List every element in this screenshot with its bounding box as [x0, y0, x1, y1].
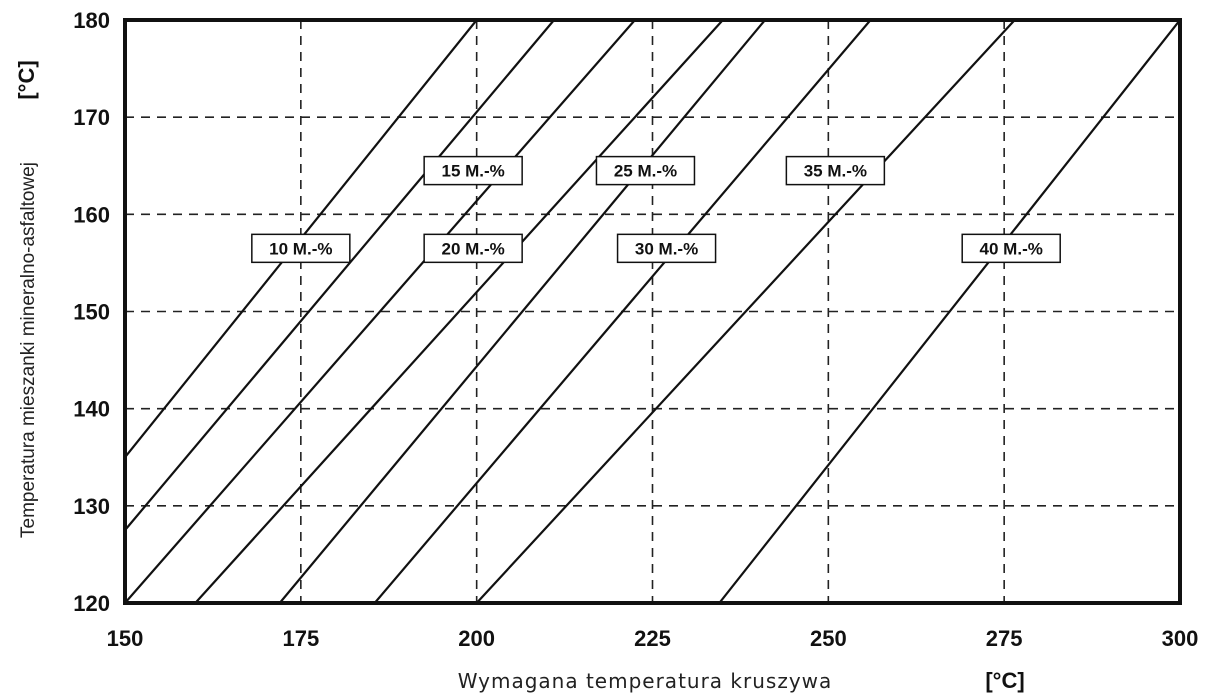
- series-label-text: 40 M.-%: [980, 239, 1043, 258]
- series-label-1: 15 M.-%: [423, 155, 523, 186]
- series-line-4: [278, 20, 766, 603]
- y-tick-labels: 120 130 140 150 160 170 180: [73, 8, 110, 616]
- x-tick-label: 175: [282, 626, 319, 651]
- x-tick-label: 200: [458, 626, 495, 651]
- series-label-box: [961, 233, 1061, 264]
- series-label-text: 35 M.-%: [804, 162, 867, 181]
- series-label-box: [595, 155, 696, 186]
- series-line-3: [194, 20, 724, 603]
- series-label-2: 20 M.-%: [423, 233, 523, 264]
- x-tick-label: 250: [810, 626, 847, 651]
- series-label-5: 35 M.-%: [785, 155, 886, 186]
- x-axis-unit: [°C]: [985, 668, 1024, 693]
- series-label-6: 40 M.-%: [961, 233, 1061, 264]
- series-label-text: 20 M.-%: [442, 239, 505, 258]
- plot-frame: [123, 18, 1182, 605]
- y-tick-label: 160: [73, 202, 110, 227]
- y-axis-unit: [°C]: [14, 60, 39, 99]
- y-tick-label: 170: [73, 105, 110, 130]
- series-line-6: [475, 20, 1016, 603]
- series-line-1: [125, 20, 555, 531]
- series-label-box: [423, 233, 523, 264]
- x-tick-label: 275: [986, 626, 1023, 651]
- series-label-text: 30 M.-%: [635, 239, 698, 258]
- series-line-2: [125, 20, 636, 603]
- series-line-5: [373, 20, 872, 603]
- series-labels: 10 M.-% 15 M.-% 20 M.-% 25 M.-% 30 M.-% 35 M.…: [251, 155, 1061, 264]
- x-tick-label: 150: [107, 626, 144, 651]
- x-tick-label: 300: [1162, 626, 1199, 651]
- series-label-3: 25 M.-%: [595, 155, 696, 186]
- series-label-box: [423, 155, 523, 186]
- series-line-7: [718, 20, 1180, 603]
- series-label-text: 10 M.-%: [269, 239, 332, 258]
- y-tick-label: 130: [73, 494, 110, 519]
- series-label-box: [251, 233, 351, 264]
- series-label-4: 30 M.-%: [616, 233, 717, 264]
- x-tick-label: 225: [634, 626, 671, 651]
- series-label-text: 15 M.-%: [442, 162, 505, 181]
- y-tick-label: 140: [73, 397, 110, 422]
- y-tick-label: 150: [73, 300, 110, 325]
- grid: [125, 20, 1180, 603]
- series-label-0: 10 M.-%: [251, 233, 351, 264]
- x-tick-labels: 150 175 200 225 250 275 300: [107, 626, 1199, 651]
- series-label-box: [616, 233, 717, 264]
- y-axis-label: Temperatura mieszanki mineralno-asfaltow…: [18, 162, 39, 538]
- series-label-text: 25 M.-%: [614, 162, 677, 181]
- x-axis-label: Wymagana temperatura kruszywa: [458, 669, 833, 693]
- series-label-box: [785, 155, 886, 186]
- y-tick-label: 120: [73, 591, 110, 616]
- y-tick-label: 180: [73, 8, 110, 33]
